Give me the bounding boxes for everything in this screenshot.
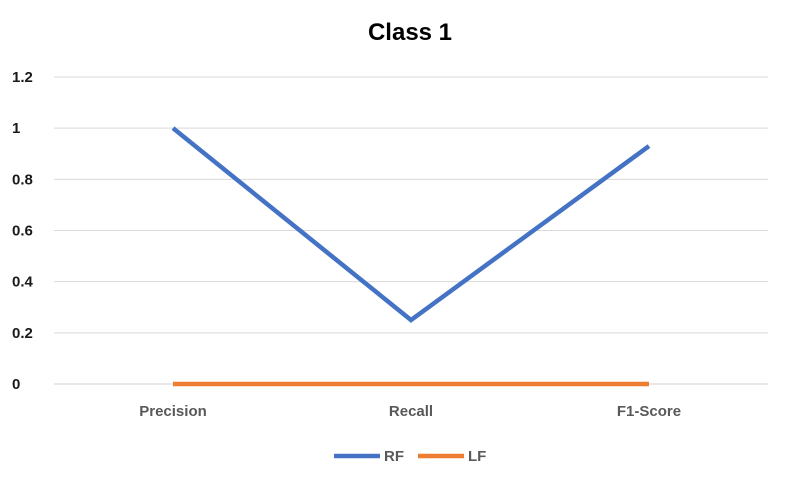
y-tick-label: 0.2 [12,325,33,342]
x-category-label: Recall [389,403,433,420]
series-lines [171,126,651,387]
legend-label-rf: RF [384,448,404,465]
y-tick-label: 0 [12,376,20,393]
y-axis-tick-labels: 0 0.2 0.4 0.6 0.8 1 1.2 [12,69,34,393]
series-line-rf [171,126,651,323]
legend: RF LF [334,448,486,465]
y-tick-label: 0.8 [12,171,33,188]
legend-label-lf: LF [468,448,486,465]
y-tick-label: 1.2 [12,69,33,86]
gridlines [54,76,768,385]
y-tick-label: 0.4 [12,274,34,291]
y-tick-label: 0.6 [12,223,33,240]
x-axis-category-labels: Precision Recall F1-Score [139,403,681,420]
y-tick-label: 1 [12,120,20,137]
x-category-label: F1-Score [617,403,681,420]
chart-title: Class 1 [368,19,452,46]
x-category-label: Precision [139,403,207,420]
